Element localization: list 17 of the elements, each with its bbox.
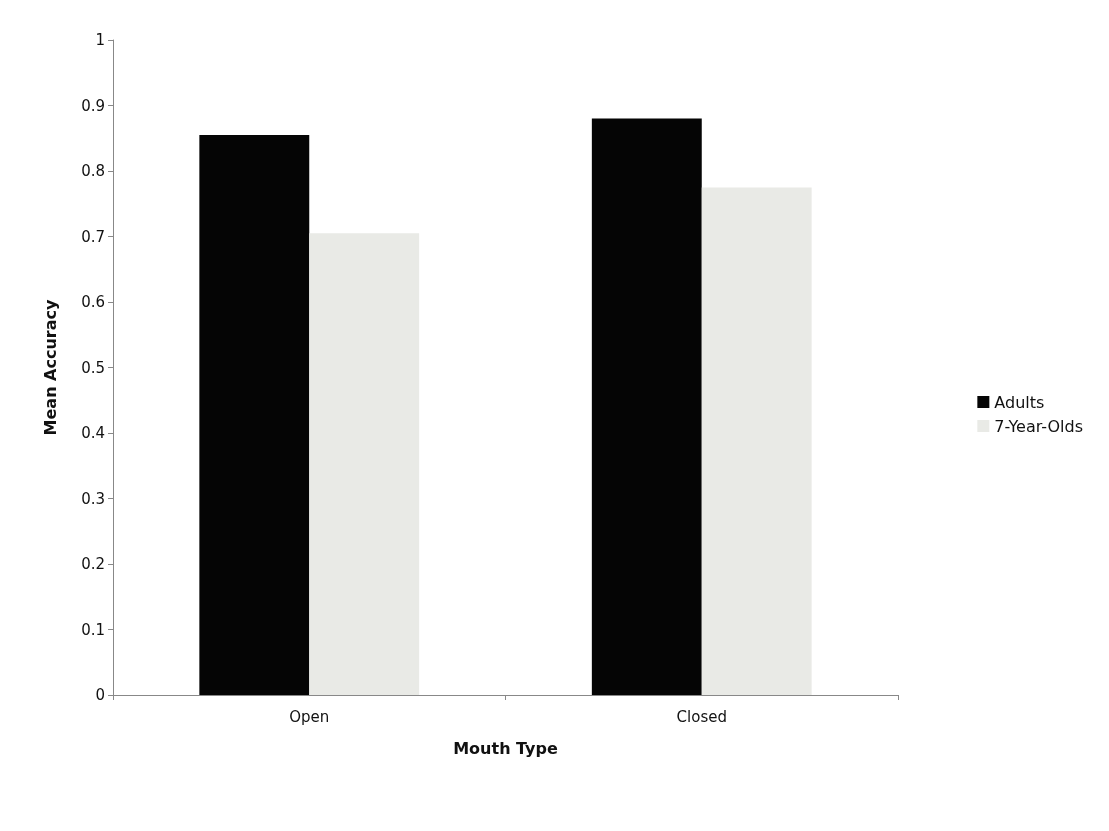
y-tick-label: 0.1 (81, 620, 105, 639)
y-axis-title: Mean Accuracy (40, 298, 60, 436)
y-tick-label: 0.8 (81, 162, 105, 180)
y-tick-label: 0.6 (81, 293, 105, 311)
y-tick-label: 0.9 (81, 96, 105, 115)
legend-label: 7-Year-Olds (994, 416, 1083, 436)
y-tick-label: 0 (95, 686, 105, 704)
y-tick-label: 0.5 (81, 358, 105, 377)
x-axis-title: Mouth Type (453, 738, 558, 758)
y-tick-label: 0.3 (81, 489, 105, 508)
y-tick-label: 1 (95, 31, 105, 49)
y-tick-label: 0.4 (81, 424, 105, 442)
y-tick-label: 0.2 (81, 555, 105, 573)
y-tick-label: 0.7 (81, 227, 105, 246)
x-tick-label: Closed (676, 707, 727, 726)
x-tick-label: Open (289, 707, 330, 726)
legend-label: Adults (994, 392, 1045, 412)
